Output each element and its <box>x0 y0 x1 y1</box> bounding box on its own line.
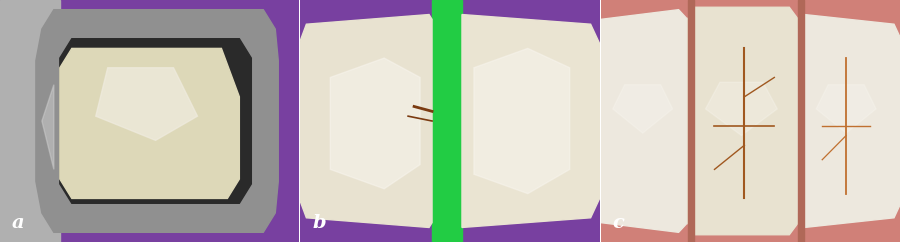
Text: a: a <box>12 214 24 232</box>
Polygon shape <box>613 85 672 133</box>
Polygon shape <box>688 7 798 235</box>
Polygon shape <box>474 48 570 194</box>
Polygon shape <box>297 15 432 227</box>
Polygon shape <box>462 15 599 227</box>
Polygon shape <box>0 0 59 242</box>
Polygon shape <box>601 0 900 242</box>
Bar <box>432 0 462 242</box>
Polygon shape <box>601 10 688 232</box>
Text: b: b <box>312 214 326 232</box>
Polygon shape <box>36 10 278 232</box>
Polygon shape <box>42 85 54 169</box>
Polygon shape <box>59 48 239 198</box>
Polygon shape <box>59 39 251 203</box>
Polygon shape <box>330 58 420 189</box>
Polygon shape <box>95 68 197 140</box>
Text: c: c <box>613 214 625 232</box>
Polygon shape <box>798 15 900 227</box>
Polygon shape <box>816 85 876 133</box>
Polygon shape <box>706 82 778 136</box>
